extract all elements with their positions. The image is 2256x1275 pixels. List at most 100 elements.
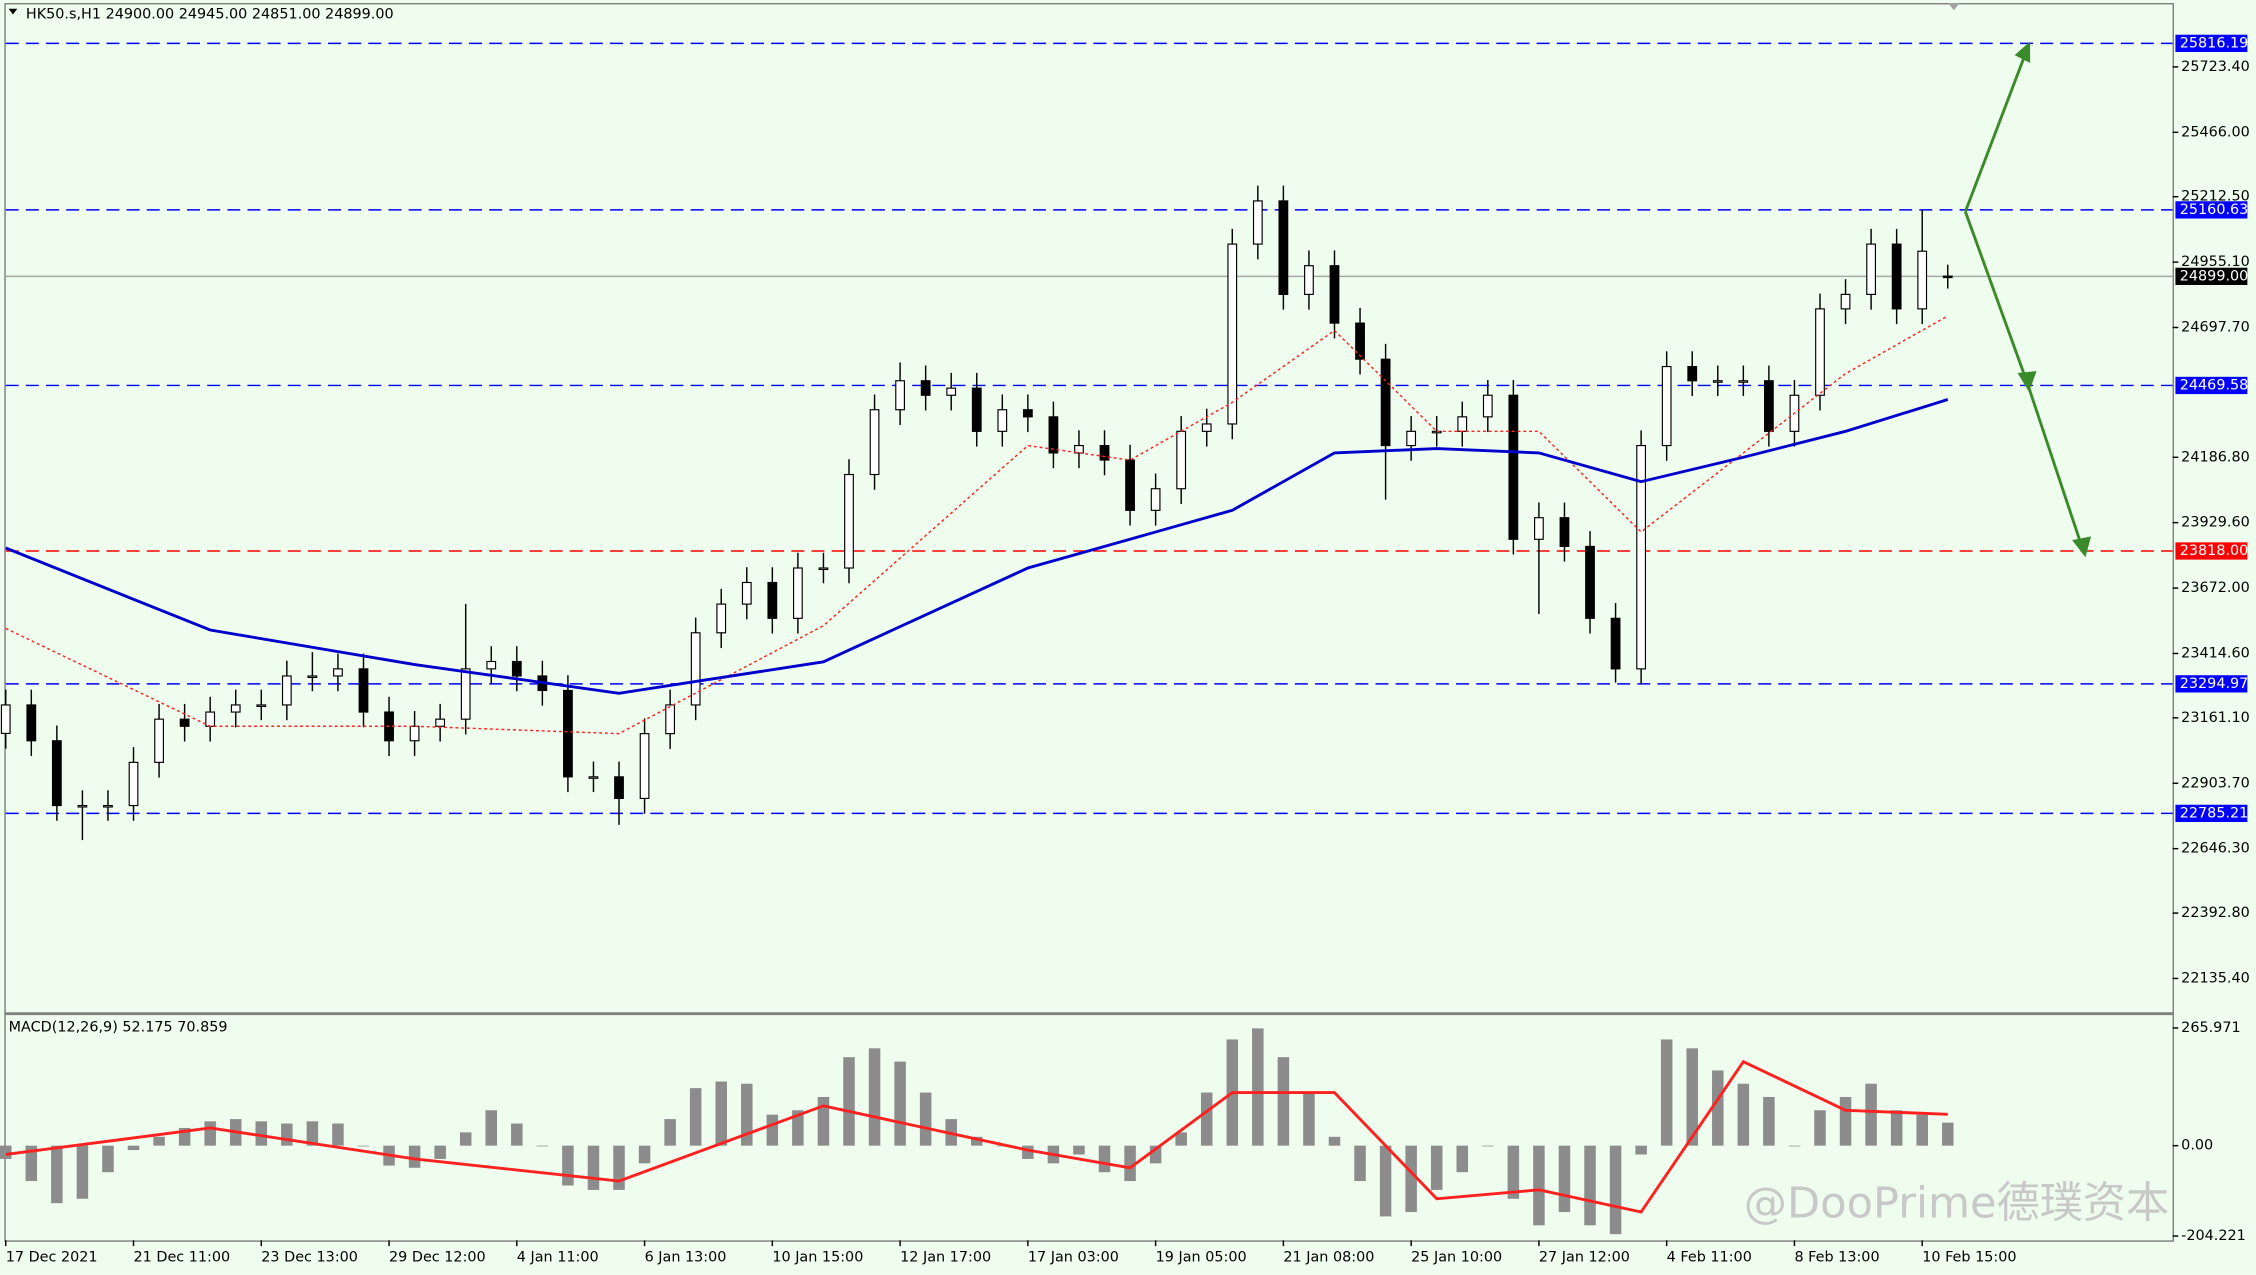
watermark: @DooPrime德璞资本: [1744, 1178, 2169, 1228]
arrowhead: [2017, 371, 2037, 392]
y-tick-label: 23672.00: [2181, 580, 2250, 596]
macd-bar: [332, 1123, 344, 1146]
level-label-box: [2175, 542, 2248, 560]
x-tick-label: 6 Jan 13:00: [645, 1250, 727, 1266]
candle-body: [1278, 200, 1289, 295]
macd-bar: [0, 1145, 12, 1159]
y-tick-label: 22903.70: [2181, 775, 2250, 791]
candle-body: [256, 704, 267, 707]
macd-bar: [408, 1145, 421, 1168]
x-tick-label: 12 Jan 17:00: [900, 1250, 991, 1266]
macd-bar: [741, 1083, 753, 1146]
macd-bar: [919, 1092, 932, 1146]
candle-body: [1482, 394, 1493, 418]
arrowhead: [2072, 536, 2092, 558]
shift-marker: [1948, 3, 1960, 11]
candle-body: [1304, 265, 1314, 295]
candle-body: [844, 473, 854, 569]
macd-bar: [1686, 1048, 1698, 1146]
macd-bar: [1788, 1145, 1801, 1147]
y-tick-label: 23161.10: [2181, 710, 2250, 726]
candle-body: [179, 718, 190, 727]
candle-body: [1099, 444, 1110, 461]
level-label: 23818.00: [2180, 543, 2249, 559]
forecast-arrows: [1964, 41, 2092, 558]
candle-body: [920, 380, 931, 396]
candle-body: [230, 704, 241, 713]
arrowhead: [2014, 41, 2031, 63]
candle-body: [563, 689, 573, 778]
x-tick-label: 25 Jan 10:00: [1411, 1250, 1502, 1266]
candle-body: [1942, 275, 1953, 279]
candle-body: [792, 567, 803, 619]
macd-bar: [255, 1121, 268, 1146]
macd-bar: [1277, 1057, 1290, 1146]
candle-body: [103, 804, 113, 808]
y-tick-label: 265.971: [2181, 1020, 2240, 1036]
candle-body: [1227, 243, 1238, 425]
y-tick-label: 24186.80: [2181, 449, 2250, 465]
macd-bar: [843, 1057, 855, 1146]
level-label: 25816.19: [2180, 35, 2249, 51]
macd-bar: [894, 1061, 906, 1146]
candle-body: [1712, 380, 1723, 383]
candle-body: [281, 675, 292, 706]
current-price-label: 24899.00: [2180, 268, 2249, 284]
candle-body: [333, 668, 343, 677]
macd-bar: [1507, 1145, 1520, 1199]
plot-frame: [4, 3, 2174, 1242]
candle-body: [1048, 416, 1059, 454]
macd-bar: [1456, 1145, 1469, 1173]
macd-bar: [102, 1145, 114, 1173]
moving-average: [5, 398, 1949, 695]
menu-arrow: [8, 8, 18, 15]
candle-body: [665, 704, 676, 735]
macd-bar: [1737, 1083, 1750, 1146]
x-tick-label: 21 Jan 08:00: [1283, 1250, 1374, 1266]
candle-body: [1738, 380, 1749, 383]
level-label-box: [2175, 804, 2248, 823]
macd-bar: [1482, 1145, 1494, 1147]
y-tick-label: 23414.60: [2181, 645, 2250, 661]
level-label: 24469.58: [2180, 377, 2249, 393]
macd-bar: [562, 1145, 574, 1186]
macd-bar: [204, 1121, 216, 1146]
candle-body: [1534, 517, 1544, 540]
macd-bar: [1865, 1083, 1877, 1146]
candle-body: [1201, 423, 1212, 432]
macd-bar: [306, 1121, 319, 1146]
moving-average: [5, 315, 1949, 735]
macd-bar: [127, 1145, 140, 1151]
level-label: 22785.21: [2180, 805, 2249, 821]
macd-bar: [1763, 1096, 1775, 1146]
level-label: 23294.97: [2180, 676, 2249, 692]
candle-body: [1355, 322, 1365, 360]
candle-body: [588, 776, 599, 779]
macd-bar: [664, 1119, 676, 1146]
candle-body: [1074, 444, 1084, 454]
candle-body: [1559, 517, 1570, 547]
macd-bar: [25, 1145, 38, 1182]
x-tick-label: 4 Jan 11:00: [517, 1250, 599, 1266]
candle-body: [1252, 200, 1263, 245]
candle-body: [614, 776, 624, 800]
macd-bar: [459, 1132, 472, 1146]
candle-body: [435, 718, 446, 727]
y-tick-label: 25723.40: [2181, 59, 2250, 75]
candle-body: [895, 380, 905, 411]
macd-bar: [1405, 1145, 1417, 1213]
macd-bar: [1839, 1096, 1852, 1146]
candle-body: [1125, 459, 1135, 511]
candle-body: [1866, 243, 1876, 295]
arrow-up: [1964, 48, 2029, 213]
candle-body: [1661, 365, 1672, 447]
macd-bar: [689, 1088, 702, 1146]
candle-body: [1763, 380, 1774, 432]
candle-body: [1815, 308, 1825, 396]
candle-body: [26, 704, 37, 742]
y-tick-label: -204.221: [2181, 1228, 2246, 1244]
candle-body: [1508, 394, 1519, 540]
candle-body: [1687, 365, 1698, 382]
